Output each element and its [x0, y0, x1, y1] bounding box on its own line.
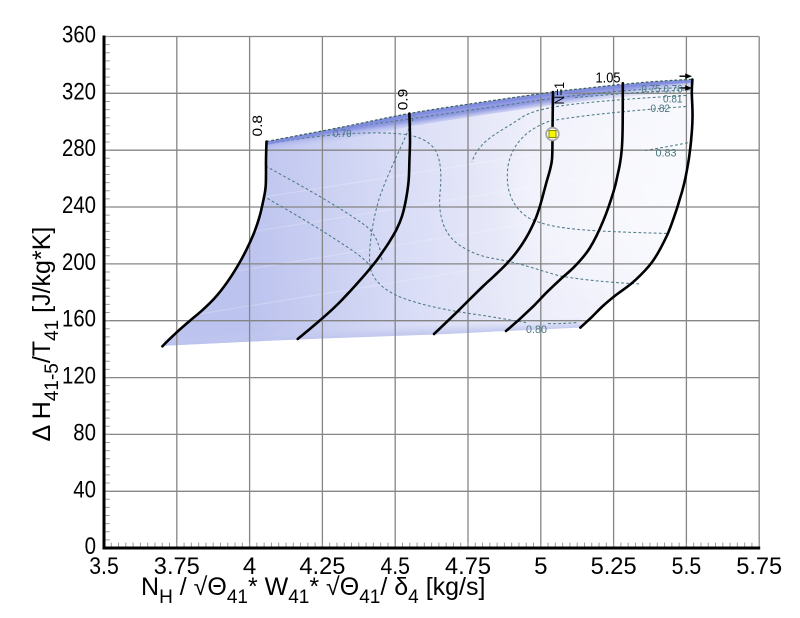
svg-text:0.76: 0.76	[664, 84, 683, 96]
svg-text:5.25: 5.25	[591, 553, 637, 580]
svg-text:0.83: 0.83	[656, 148, 677, 160]
svg-text:0.81: 0.81	[663, 94, 683, 106]
svg-text:40: 40	[73, 476, 96, 503]
svg-text:120: 120	[62, 363, 96, 390]
svg-text:0.70: 0.70	[333, 128, 352, 140]
svg-text:5.75: 5.75	[736, 553, 782, 580]
svg-text:0.75: 0.75	[642, 84, 661, 96]
svg-text:1.05: 1.05	[596, 71, 621, 87]
svg-text:0.8: 0.8	[249, 115, 265, 137]
svg-text:0.80: 0.80	[526, 324, 547, 336]
svg-text:320: 320	[62, 78, 96, 105]
svg-text:3.5: 3.5	[89, 553, 119, 580]
svg-text:3.75: 3.75	[154, 553, 200, 580]
svg-text:0.9: 0.9	[395, 89, 411, 111]
svg-text:360: 360	[62, 22, 96, 49]
svg-text:240: 240	[62, 192, 96, 219]
svg-text:0.82: 0.82	[651, 103, 671, 115]
svg-text:200: 200	[62, 249, 96, 276]
svg-text:80: 80	[73, 419, 96, 446]
svg-text:0: 0	[85, 533, 96, 560]
svg-text:4.25: 4.25	[299, 553, 345, 580]
svg-text:160: 160	[62, 306, 96, 333]
svg-text:4.75: 4.75	[445, 553, 491, 580]
svg-text:5: 5	[534, 553, 547, 580]
svg-text:280: 280	[62, 135, 96, 162]
svg-text:N=1: N=1	[552, 82, 567, 105]
svg-text:NH / √Θ41* W41* √Θ41/ δ4 [kg/s: NH / √Θ41* W41* √Θ41/ δ4 [kg/s]	[141, 573, 485, 608]
svg-text:4: 4	[243, 553, 256, 580]
svg-text:4.5: 4.5	[380, 553, 410, 580]
svg-text:5.5: 5.5	[672, 553, 702, 580]
